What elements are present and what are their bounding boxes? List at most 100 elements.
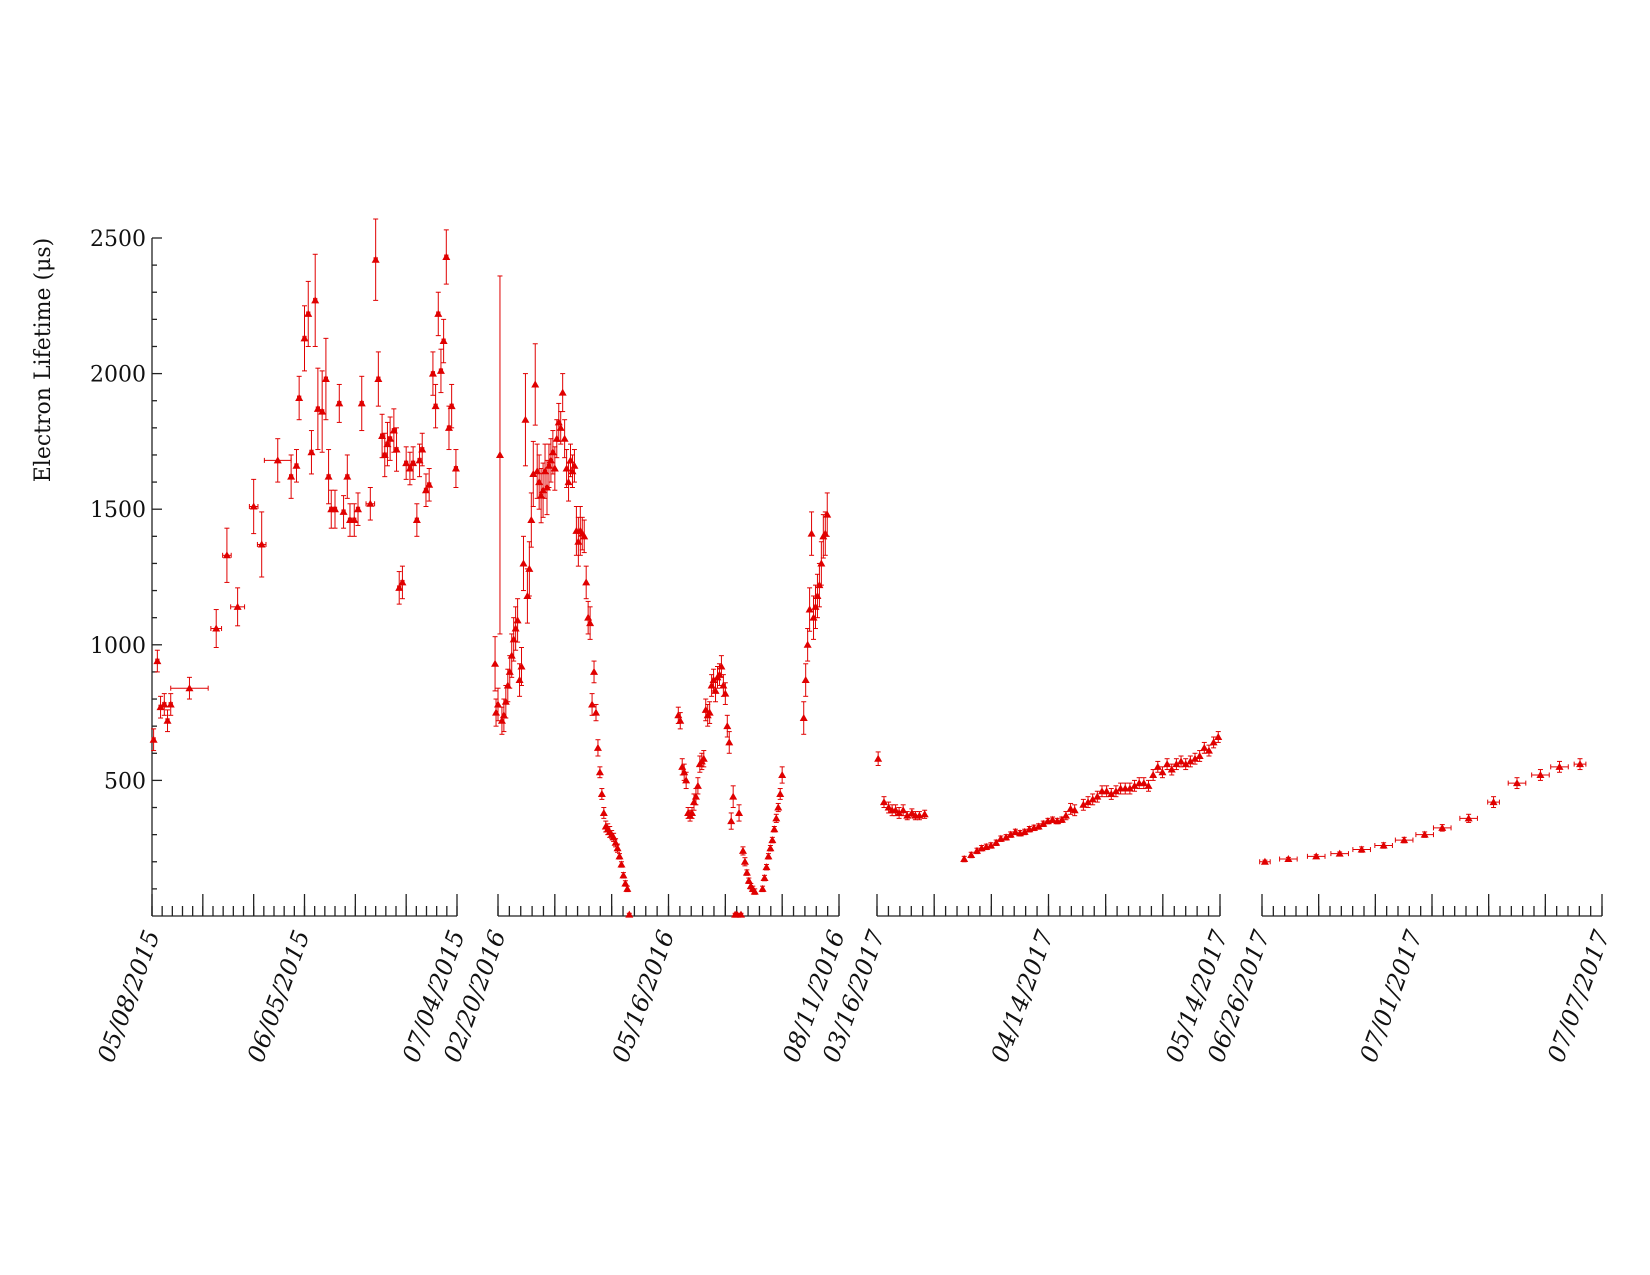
- data-point: [494, 687, 502, 722]
- data-point: [447, 383, 456, 429]
- data-point: [1204, 744, 1213, 757]
- triangle-marker: [405, 464, 414, 472]
- triangle-marker: [444, 423, 453, 431]
- triangle-marker: [1357, 845, 1366, 853]
- date-label: 07/07/2017: [1542, 926, 1616, 1066]
- data-point: [735, 804, 744, 822]
- triangle-marker: [398, 578, 407, 586]
- triangle-marker: [879, 798, 888, 806]
- data-point: [436, 348, 445, 394]
- data-point: [1306, 852, 1326, 860]
- triangle-marker: [418, 445, 427, 453]
- triangle-marker: [535, 478, 544, 486]
- triangle-marker: [1209, 738, 1218, 746]
- triangle-marker: [415, 456, 424, 464]
- data-point: [1079, 798, 1088, 811]
- triangle-marker: [548, 448, 557, 456]
- data-point: [321, 337, 330, 421]
- data-point: [823, 492, 832, 537]
- data-point: [304, 280, 313, 347]
- triangle-marker: [436, 366, 445, 374]
- data-point: [599, 807, 608, 819]
- y-tick-label: 1500: [90, 498, 146, 523]
- data-point: [533, 443, 542, 499]
- date-label: 05/16/2016: [607, 926, 681, 1066]
- data-point: [770, 825, 779, 833]
- data-point: [292, 449, 301, 483]
- triangle-marker: [758, 884, 767, 892]
- triangle-marker: [621, 879, 630, 887]
- triangle-marker: [1093, 792, 1102, 800]
- triangle-marker: [163, 716, 172, 724]
- triangle-marker: [740, 857, 749, 865]
- triangle-marker: [531, 380, 540, 388]
- data-point: [1459, 813, 1478, 823]
- triangle-marker: [1177, 757, 1186, 765]
- data-point: [805, 587, 814, 632]
- triangle-marker: [321, 375, 330, 383]
- data-point: [801, 663, 810, 697]
- triangle-marker: [527, 516, 536, 524]
- data-point: [1550, 760, 1569, 773]
- triangle-marker: [721, 689, 730, 697]
- y-tick-label: 500: [104, 769, 146, 794]
- triangle-marker: [907, 808, 916, 816]
- data-point: [1163, 758, 1172, 771]
- data-point: [339, 495, 348, 529]
- triangle-marker: [212, 624, 221, 632]
- data-point: [727, 812, 736, 830]
- data-point: [1487, 796, 1500, 809]
- triangle-marker: [160, 700, 169, 708]
- triangle-marker: [1102, 787, 1111, 795]
- date-label: 04/14/2017: [986, 926, 1060, 1066]
- triangle-marker: [389, 426, 398, 434]
- data-point: [762, 863, 771, 871]
- data-point: [350, 503, 359, 537]
- data-point: [591, 703, 600, 722]
- triangle-marker: [395, 583, 404, 591]
- data-point: [287, 454, 296, 499]
- triangle-marker: [392, 445, 401, 453]
- triangle-marker: [803, 640, 812, 648]
- data-point: [1111, 785, 1120, 798]
- data-point: [389, 408, 398, 453]
- triangle-marker: [378, 431, 387, 439]
- triangle-marker: [1167, 765, 1176, 773]
- data-point: [1125, 782, 1134, 795]
- triangle-marker: [992, 838, 1001, 846]
- data-point: [395, 571, 404, 605]
- data-point: [903, 811, 912, 821]
- triangle-marker: [1111, 787, 1120, 795]
- triangle-marker: [1079, 800, 1088, 808]
- triangle-marker: [1400, 836, 1409, 844]
- data-point: [1088, 793, 1097, 806]
- triangle-marker: [1312, 852, 1321, 860]
- triangle-marker: [727, 817, 736, 825]
- triangle-marker: [558, 388, 567, 396]
- data-point: [156, 695, 165, 719]
- triangle-marker: [1555, 762, 1564, 770]
- triangle-marker: [597, 789, 606, 797]
- y-tick-label: 2500: [90, 227, 146, 252]
- triangle-marker: [586, 619, 595, 627]
- data-point: [256, 511, 267, 578]
- triangle-marker: [1139, 779, 1148, 787]
- data-point: [263, 438, 292, 483]
- data-point: [615, 852, 624, 860]
- data-point: [170, 676, 209, 700]
- triangle-marker: [1144, 781, 1153, 789]
- triangle-marker: [903, 811, 912, 819]
- triangle-marker: [1513, 779, 1521, 787]
- triangle-marker: [776, 789, 785, 797]
- data-point: [574, 516, 583, 567]
- data-point: [383, 421, 392, 467]
- triangle-marker: [386, 434, 395, 442]
- triangle-marker: [768, 836, 777, 844]
- triangle-marker: [760, 874, 769, 882]
- triangle-marker: [509, 635, 518, 643]
- triangle-marker: [920, 810, 929, 818]
- triangle-marker: [986, 841, 995, 849]
- data-point: [760, 874, 769, 882]
- data-point: [625, 910, 634, 918]
- triangle-marker: [425, 480, 434, 488]
